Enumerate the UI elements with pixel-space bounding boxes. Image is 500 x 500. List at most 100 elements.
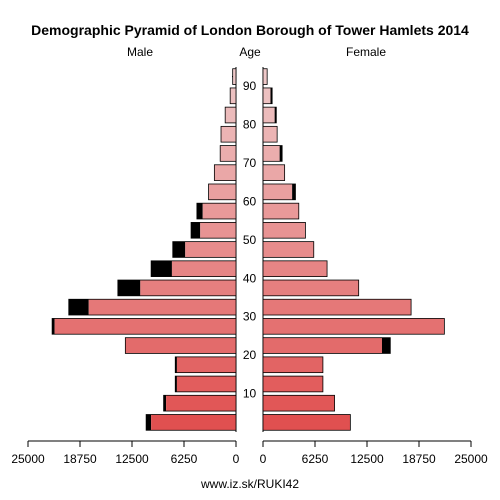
male-bar [221, 126, 236, 143]
x-tick-label: 12500 [115, 452, 149, 466]
female-bar [263, 68, 268, 85]
male-bar [185, 241, 236, 258]
female-bar [263, 107, 275, 123]
female-bar [263, 164, 285, 181]
male-excess-bar [146, 414, 152, 431]
male-x-axis: 25000 18750 12500 6250 0 [11, 440, 240, 466]
male-bar-outline [229, 87, 237, 105]
x-tick-label: 18750 [63, 452, 97, 466]
x-tick-label: 6250 [171, 452, 198, 466]
male-bar [232, 68, 236, 85]
female-bar-outline [262, 145, 283, 162]
male-bar-outline [208, 183, 237, 201]
male-label: Male [127, 45, 153, 59]
female-bar [263, 318, 445, 335]
male-excess-bar [175, 356, 177, 373]
male-bar [140, 280, 236, 296]
x-tick-label: 12500 [350, 452, 384, 466]
female-bar-outline [262, 394, 335, 412]
female-bar [263, 280, 359, 296]
male-bar-outline [196, 202, 237, 220]
male-bar [54, 318, 237, 335]
chart-title: Demographic Pyramid of London Borough of… [31, 22, 469, 38]
male-bar-outline [68, 298, 237, 316]
female-bar [263, 145, 280, 162]
footer-source: www.iz.sk/RUKI42 [200, 477, 299, 491]
age-tick-label: 60 [243, 194, 257, 208]
age-tick-label: 50 [243, 233, 257, 247]
male-bar-outline [51, 318, 237, 335]
female-bar-outline [262, 279, 360, 297]
male-bar [171, 260, 236, 277]
female-excess-bar [381, 337, 391, 354]
x-tick-label: 25000 [11, 452, 45, 466]
male-bar-outline [174, 356, 237, 374]
male-bar-outline [163, 394, 237, 412]
female-bar [263, 87, 271, 104]
age-label: Age [239, 45, 261, 59]
male-bar-outline [219, 145, 237, 162]
female-bar [263, 183, 293, 200]
female-bar [263, 260, 328, 277]
age-tick-label: 80 [243, 118, 257, 132]
female-bar [263, 203, 299, 219]
female-bar [263, 126, 278, 143]
male-bar [220, 145, 236, 162]
female-bar [263, 414, 351, 431]
female-bar-outline [262, 318, 445, 335]
female-excess-bar [279, 145, 283, 162]
male-bar-outline [150, 260, 237, 277]
female-bar-outline [262, 260, 328, 277]
female-bar-outline [262, 222, 306, 239]
female-bar [263, 376, 323, 392]
female-bar-outline [262, 87, 273, 105]
male-excess-bar [52, 318, 55, 335]
x-tick-label: 18750 [402, 452, 436, 466]
female-bar-outline [262, 414, 351, 431]
female-bar [263, 356, 323, 373]
female-bar-outline [262, 106, 277, 124]
male-bar [214, 164, 236, 181]
female-bar [263, 241, 314, 258]
female-excess-bar [270, 87, 273, 104]
male-excess-bar [68, 299, 89, 316]
age-tick-label: 40 [243, 271, 257, 285]
male-bar-outline [220, 125, 237, 143]
female-excess-bar [292, 183, 296, 200]
female-bar-outline [262, 356, 324, 374]
male-bar [208, 183, 236, 200]
male-bar [176, 356, 236, 373]
female-bar-outline [262, 125, 278, 143]
male-bar [125, 337, 236, 354]
female-bar [263, 299, 412, 316]
female-bar-outline [262, 68, 268, 85]
male-bar-outline [145, 414, 237, 431]
female-bar-outline [262, 298, 412, 316]
x-tick-label: 25000 [454, 452, 488, 466]
male-bar [176, 376, 236, 392]
male-bar [230, 87, 236, 104]
male-excess-bar [172, 241, 186, 258]
male-bar [166, 395, 236, 412]
male-bar-outline [124, 337, 237, 354]
male-bar [151, 414, 236, 431]
male-bar-outline [117, 279, 237, 297]
male-bar-outline [174, 375, 237, 393]
age-tick-label: 20 [243, 348, 257, 362]
male-excess-bar [117, 280, 141, 296]
male-bar-outline [213, 164, 237, 181]
age-axis: 10 20 30 40 50 60 70 80 90 [232, 67, 267, 432]
male-bar-outline [190, 222, 237, 239]
male-excess-bar [151, 260, 172, 277]
female-bar-outline [262, 164, 286, 181]
female-bar-outline [262, 202, 300, 220]
female-bar-outline [262, 183, 296, 201]
male-excess-bar [163, 395, 167, 412]
age-tick-label: 10 [243, 387, 257, 401]
male-excess-bar [191, 222, 201, 239]
x-tick-label: 6250 [302, 452, 329, 466]
age-tick-label: 90 [243, 79, 257, 93]
bars [51, 68, 445, 431]
male-bar-outline [224, 106, 237, 124]
